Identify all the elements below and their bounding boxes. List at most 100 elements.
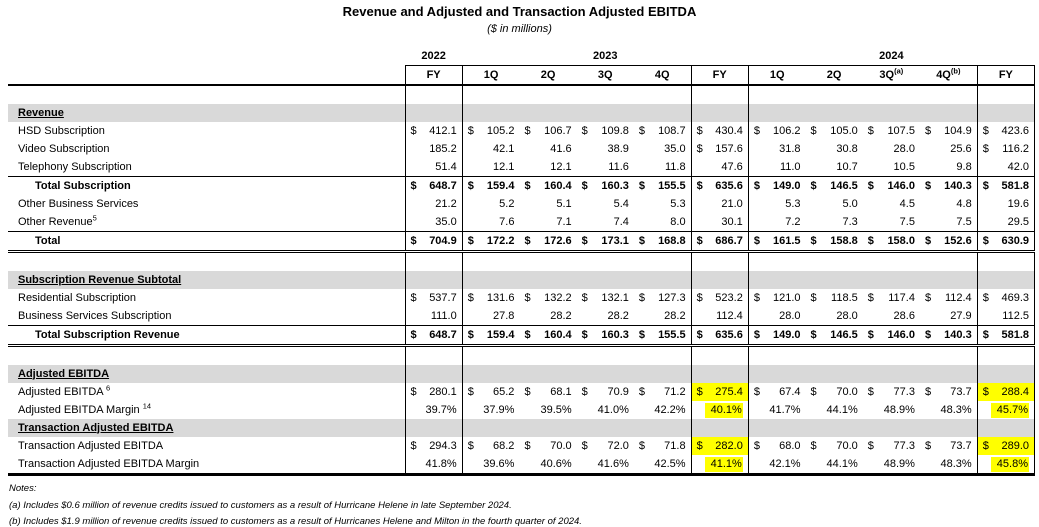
table-cell: 47.6: [690, 158, 749, 177]
row-label: Total Subscription Revenue: [8, 325, 405, 347]
table-cell: 41.0%: [597, 403, 629, 416]
spacer-row: [8, 251, 1036, 272]
section-header-row: Adjusted EBITDA: [8, 365, 1036, 383]
header-block: Revenue and Adjusted and Transaction Adj…: [0, 0, 1039, 35]
table-cell: $523.2: [690, 289, 749, 307]
table-cell: 11.0: [747, 158, 806, 177]
row-label: Adjusted EBITDA 6: [18, 383, 111, 398]
table-cell: 28.0: [747, 307, 806, 326]
spacer-row: [8, 345, 1036, 366]
table-cell: $635.6: [690, 176, 749, 195]
table-cell: [919, 104, 978, 122]
table-cell: $132.2: [524, 291, 572, 304]
highlighted-cell: $275.4: [690, 383, 749, 401]
table-cell: 28.2: [550, 309, 572, 322]
table-row: Telephony Subscription 51.4 12.1 12.1 11.6 11…: [8, 158, 1036, 177]
table-cell: 10.5: [893, 160, 915, 173]
table-cell: 48.3%: [940, 403, 972, 416]
table-cell: 39.7%: [404, 401, 463, 419]
highlighted-cell: 45.8%: [976, 455, 1036, 475]
table-cell: $121.0: [747, 289, 806, 307]
table-cell: [747, 251, 806, 271]
row-label: Business Services Subscription: [18, 309, 172, 322]
table-cell: 4.8: [956, 197, 972, 210]
table-cell: $70.0: [810, 385, 858, 398]
table-cell: [461, 251, 520, 271]
row-label: Other Revenue5: [18, 213, 97, 228]
table-cell: 44.1%: [826, 403, 858, 416]
table-cell: $686.7: [690, 231, 749, 253]
table-cell: 8.0: [670, 215, 686, 228]
table-cell: [8, 65, 405, 86]
quarter-header-row: FY 1Q 2Q 3Q 4Q FY 1Q 2Q 3Q(a) 4Q(b) FY: [8, 65, 1036, 86]
table-cell: $635.6: [690, 325, 749, 347]
table-cell: 19.6: [976, 195, 1036, 213]
table-row: Transaction Adjusted EBITDA $294.3 $68.2 $7…: [8, 437, 1036, 455]
table-cell: $648.7: [404, 176, 463, 195]
table-cell: [8, 346, 405, 366]
table-body: 2022 2023 2024 FY 1Q 2Q 3Q 4Q FY 1Q 2Q 3Q(a) 4Q(b) FY…: [8, 47, 1036, 475]
table-cell: $280.1: [404, 383, 463, 401]
row-label: Transaction Adjusted EBITDA: [18, 439, 164, 452]
table-cell: 39.5%: [540, 403, 572, 416]
table-row: Total $704.9 $172.2 $172.6 $173.1 $168.8 $686.…: [8, 231, 1036, 253]
table-cell: 5.2: [461, 195, 520, 213]
table-cell: $648.7: [404, 325, 463, 347]
table-cell: [805, 419, 863, 437]
table-cell: [690, 104, 749, 122]
table-cell: $65.2: [461, 383, 520, 401]
table-cell: [976, 365, 1036, 383]
notes-heading: Notes:: [9, 483, 37, 494]
table-cell: $152.6: [919, 231, 978, 253]
table-cell: [919, 419, 978, 437]
table-cell: $537.7: [404, 289, 463, 307]
table-cell: [806, 252, 863, 272]
highlighted-cell: $288.4: [976, 383, 1036, 401]
section-label: Transaction Adjusted EBITDA: [8, 419, 405, 437]
table-cell: $116.2: [976, 140, 1036, 158]
table-cell: $158.0: [862, 231, 920, 253]
table-row: Transaction Adjusted EBITDA Margin 41.8% 3…: [8, 455, 1036, 475]
table-cell: [690, 345, 749, 365]
table-cell: [519, 252, 576, 272]
table-cell: 42.0: [976, 158, 1036, 177]
column-header: 2Q: [519, 65, 577, 86]
table-cell: [747, 345, 806, 365]
table-cell: $77.3: [867, 385, 915, 398]
table-cell: 5.0: [842, 197, 858, 210]
table-cell: 112.4: [690, 307, 749, 326]
table-cell: 41.7%: [747, 401, 806, 419]
table-row: HSD Subscription $412.1 $105.2 $106.7 $109.8…: [8, 122, 1036, 140]
table-cell: 21.2: [404, 195, 463, 213]
table-cell: 21.0: [690, 195, 749, 213]
table-row: Residential Subscription $537.7 $131.6 $132…: [8, 289, 1036, 307]
table-row: Adjusted EBITDA 6 $280.1 $65.2 $68.1 $70.9 $7…: [8, 383, 1036, 401]
table-cell: [976, 104, 1036, 122]
table-cell: $67.4: [747, 383, 806, 401]
table-cell: [919, 271, 978, 289]
table-cell: $73.7: [924, 385, 972, 398]
table-cell: [805, 365, 863, 383]
table-cell: 31.8: [747, 140, 806, 158]
table-cell: 5.3: [747, 195, 806, 213]
table-cell: $704.9: [404, 231, 463, 253]
year-header-row: 2022 2023 2024: [8, 47, 1035, 66]
table-row: Other Business Services 21.2 5.2 5.1 5.4 5.3 2…: [8, 195, 1036, 213]
table-cell: $109.8: [581, 124, 629, 137]
section-header-row: Revenue: [8, 104, 1036, 122]
table-row: Business Services Subscription 111.0 27.8 2…: [8, 307, 1036, 326]
spacer-row: [8, 85, 1036, 104]
table-cell: $112.4: [924, 291, 972, 304]
table-cell: [976, 85, 1036, 104]
table-cell: 48.9%: [883, 457, 915, 470]
table-cell: 11.8: [665, 160, 686, 173]
table-cell: $412.1: [404, 122, 463, 140]
table-cell: $581.8: [976, 176, 1036, 195]
table-cell: $68.1: [524, 385, 572, 398]
table-cell: [747, 271, 806, 289]
table-cell: 10.7: [836, 160, 858, 173]
table-cell: 7.2: [747, 213, 806, 232]
row-label: Video Subscription: [18, 142, 110, 155]
table-cell: [577, 252, 634, 272]
table-cell: [920, 252, 977, 272]
